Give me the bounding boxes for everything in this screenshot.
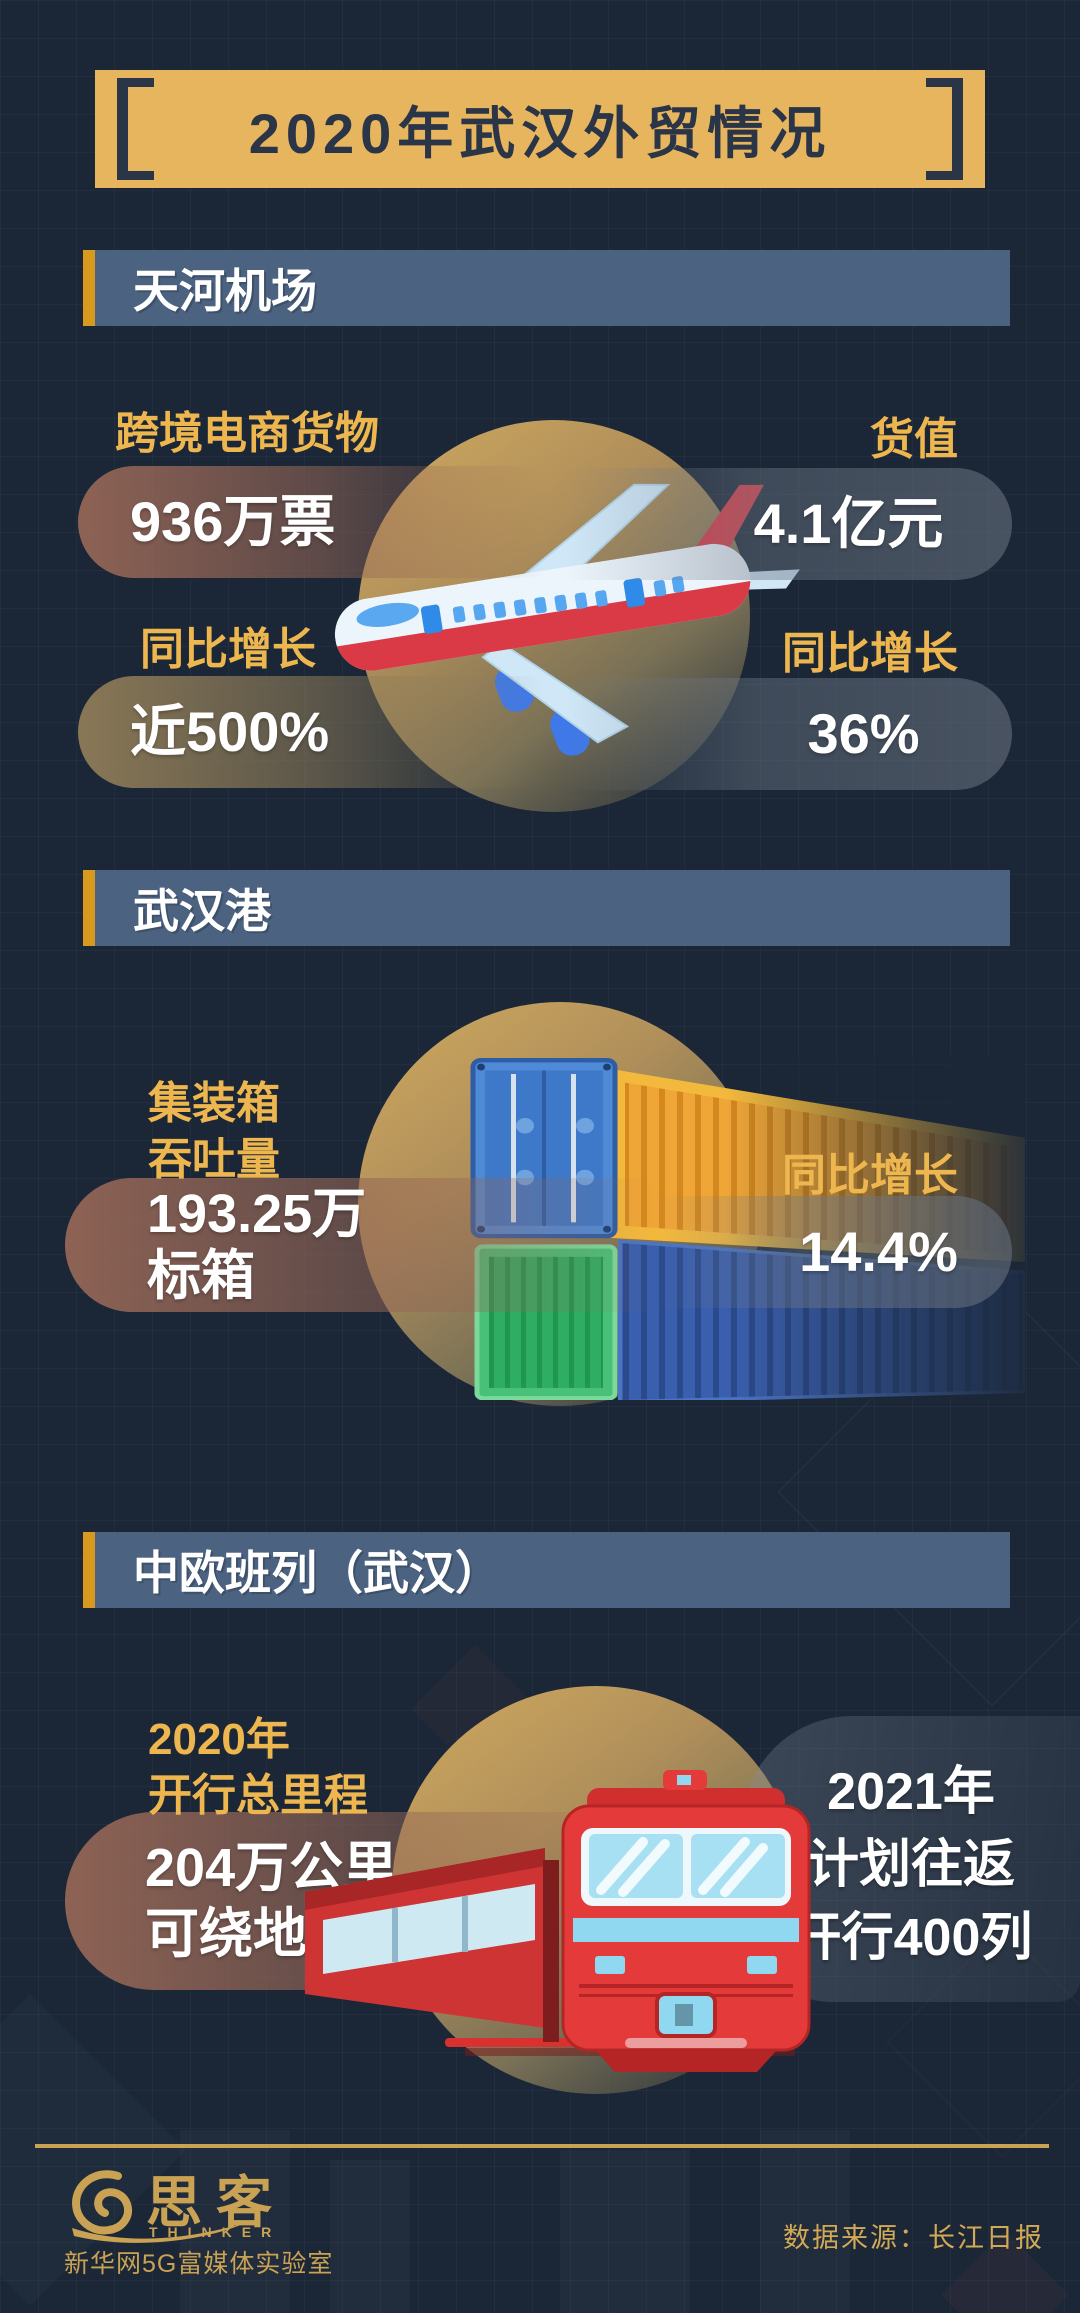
plan-line: 计划往返 xyxy=(806,1836,1015,1894)
stat-value: 近500% xyxy=(130,700,330,763)
stat-pill: 14.4% xyxy=(655,1196,1012,1308)
stat-label: 集装箱 吞吐量 xyxy=(148,1076,280,1188)
bracket-right-icon xyxy=(926,78,963,180)
section-title: 武汉港 xyxy=(133,885,271,937)
stat-value: 36% xyxy=(807,702,920,765)
section-header-port: 武汉港 xyxy=(83,870,1010,946)
thinker-logo-icon xyxy=(71,2170,248,2243)
stat-label: 跨境电商货物 xyxy=(115,409,379,458)
plan-line: 2021年 xyxy=(827,1763,995,1821)
stat-value: 936万票 xyxy=(130,490,336,553)
stat-pill: 193.25万 标箱 xyxy=(65,1178,710,1312)
stat-pill: 936万票 xyxy=(78,466,583,578)
logo-subtitle: 新华网5G富媒体实验室 xyxy=(64,2250,334,2278)
stat-value: 14.4% xyxy=(799,1220,958,1283)
bracket-left-icon xyxy=(117,78,154,180)
deco-building xyxy=(560,2150,690,2313)
stat-value-line: 标箱 xyxy=(147,1246,255,1306)
deco-building xyxy=(330,2160,410,2313)
title-banner: 2020年武汉外贸情况 xyxy=(95,70,985,188)
stat-label: 2020年 开行总里程 xyxy=(148,1712,368,1824)
stat-label: 同比增长 xyxy=(140,625,316,674)
page-title: 2020年武汉外贸情况 xyxy=(248,101,832,165)
logo-text-cn: 思客 xyxy=(146,2171,286,2234)
stat-pill: 近500% xyxy=(78,676,583,788)
stat-value: 4.1亿元 xyxy=(753,492,944,555)
section-header-airport: 天河机场 xyxy=(83,250,1010,326)
section-title: 天河机场 xyxy=(133,265,317,317)
stat-label: 同比增长 xyxy=(782,1151,958,1200)
stat-label-line: 2020年 xyxy=(148,1715,290,1764)
stat-label-line: 集装箱 xyxy=(148,1079,280,1128)
section-title: 中欧班列（武汉） xyxy=(133,1547,501,1599)
stat-pill: 4.1亿元 xyxy=(565,468,1012,580)
stat-label-line: 开行总里程 xyxy=(148,1771,368,1820)
footer-divider xyxy=(35,2144,1049,2148)
data-source: 数据来源：长江日报 xyxy=(783,2223,1044,2253)
section-header-railway: 中欧班列（武汉） xyxy=(83,1532,1010,1608)
stat-label-line: 吞吐量 xyxy=(148,1135,280,1184)
logo-text-en: THINKER xyxy=(149,2224,282,2240)
plan-line: 开行400列 xyxy=(789,1909,1033,1967)
stat-label: 同比增长 xyxy=(782,629,958,678)
stat-label: 货值 xyxy=(870,415,958,464)
stat-value-line: 193.25万 xyxy=(147,1184,367,1244)
train-icon xyxy=(305,1770,811,2072)
stat-pill: 36% xyxy=(565,678,1012,790)
